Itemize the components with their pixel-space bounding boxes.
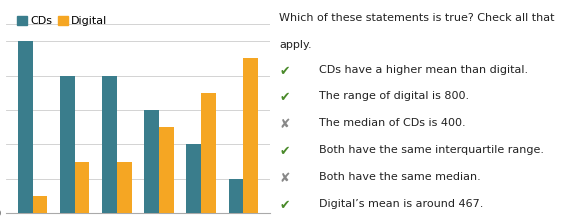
Text: Both have the same interquartile range.: Both have the same interquartile range. (319, 145, 544, 155)
Bar (144, 110, 159, 213)
Bar (229, 179, 243, 213)
Legend: CDs, Digital: CDs, Digital (17, 16, 107, 26)
Text: Digital’s mean is around 467.: Digital’s mean is around 467. (319, 199, 484, 209)
Bar (33, 196, 47, 213)
Text: ✔: ✔ (279, 64, 290, 77)
Bar (243, 58, 258, 213)
Bar (186, 145, 201, 213)
Text: apply.: apply. (279, 40, 312, 50)
Bar (18, 41, 33, 213)
Bar (201, 93, 216, 213)
Bar (60, 75, 74, 213)
Text: ✔: ✔ (279, 199, 290, 212)
Bar (159, 127, 174, 213)
Bar (102, 75, 117, 213)
Text: ✘: ✘ (279, 118, 290, 131)
Bar (117, 162, 132, 213)
Text: The median of CDs is 400.: The median of CDs is 400. (319, 118, 466, 128)
Bar (74, 162, 90, 213)
Text: Both have the same median.: Both have the same median. (319, 172, 481, 182)
Text: ✘: ✘ (279, 172, 290, 185)
Text: The range of digital is 800.: The range of digital is 800. (319, 91, 469, 101)
Text: ✔: ✔ (279, 145, 290, 158)
Text: ✔: ✔ (279, 91, 290, 104)
Text: Which of these statements is true? Check all that: Which of these statements is true? Check… (279, 13, 555, 23)
Text: CDs have a higher mean than digital.: CDs have a higher mean than digital. (319, 64, 528, 75)
